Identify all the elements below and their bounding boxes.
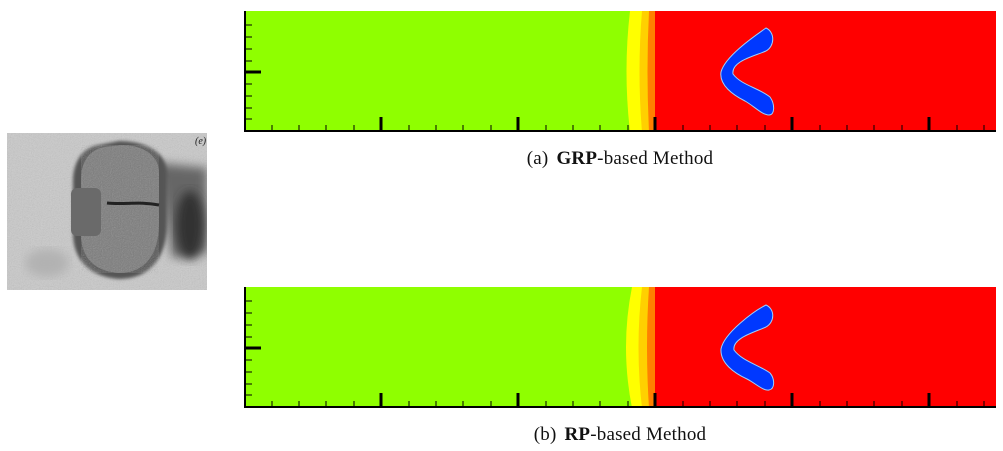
minor-y-ticks — [245, 24, 252, 120]
panel-b-method-bold: RP — [564, 424, 591, 445]
shock-band-dark-orange — [647, 287, 656, 408]
minor-x-ticks — [271, 125, 985, 131]
panel-a-caption: (a) GRP-based Method — [244, 148, 996, 170]
post-shock-fill — [655, 11, 996, 132]
pre-shock-region — [244, 287, 649, 408]
simulation-panel-a — [244, 11, 996, 132]
minor-x-ticks — [271, 401, 985, 407]
shock-band-dark-orange — [647, 11, 656, 132]
panel-b-label: (b) — [533, 424, 557, 445]
experimental-shadowgraph-image: (e) — [7, 133, 207, 290]
major-x-ticks — [379, 117, 931, 131]
major-x-ticks — [379, 393, 931, 407]
bubble-shape — [720, 304, 775, 391]
pre-shock-region — [244, 11, 649, 132]
minor-y-ticks — [245, 300, 252, 396]
simulation-panel-b — [244, 287, 996, 408]
panel-a-method-rest: -based Method — [597, 148, 714, 169]
photo-corner-label: (e) — [195, 136, 207, 147]
panel-b-caption: (b) RP-based Method — [244, 424, 996, 446]
panel-b-method-rest: -based Method — [590, 424, 707, 445]
post-shock-fill — [655, 287, 996, 408]
panel-a-method-bold: GRP — [556, 148, 598, 169]
panel-a-label: (a) — [526, 148, 549, 169]
bubble-shape — [720, 27, 775, 116]
